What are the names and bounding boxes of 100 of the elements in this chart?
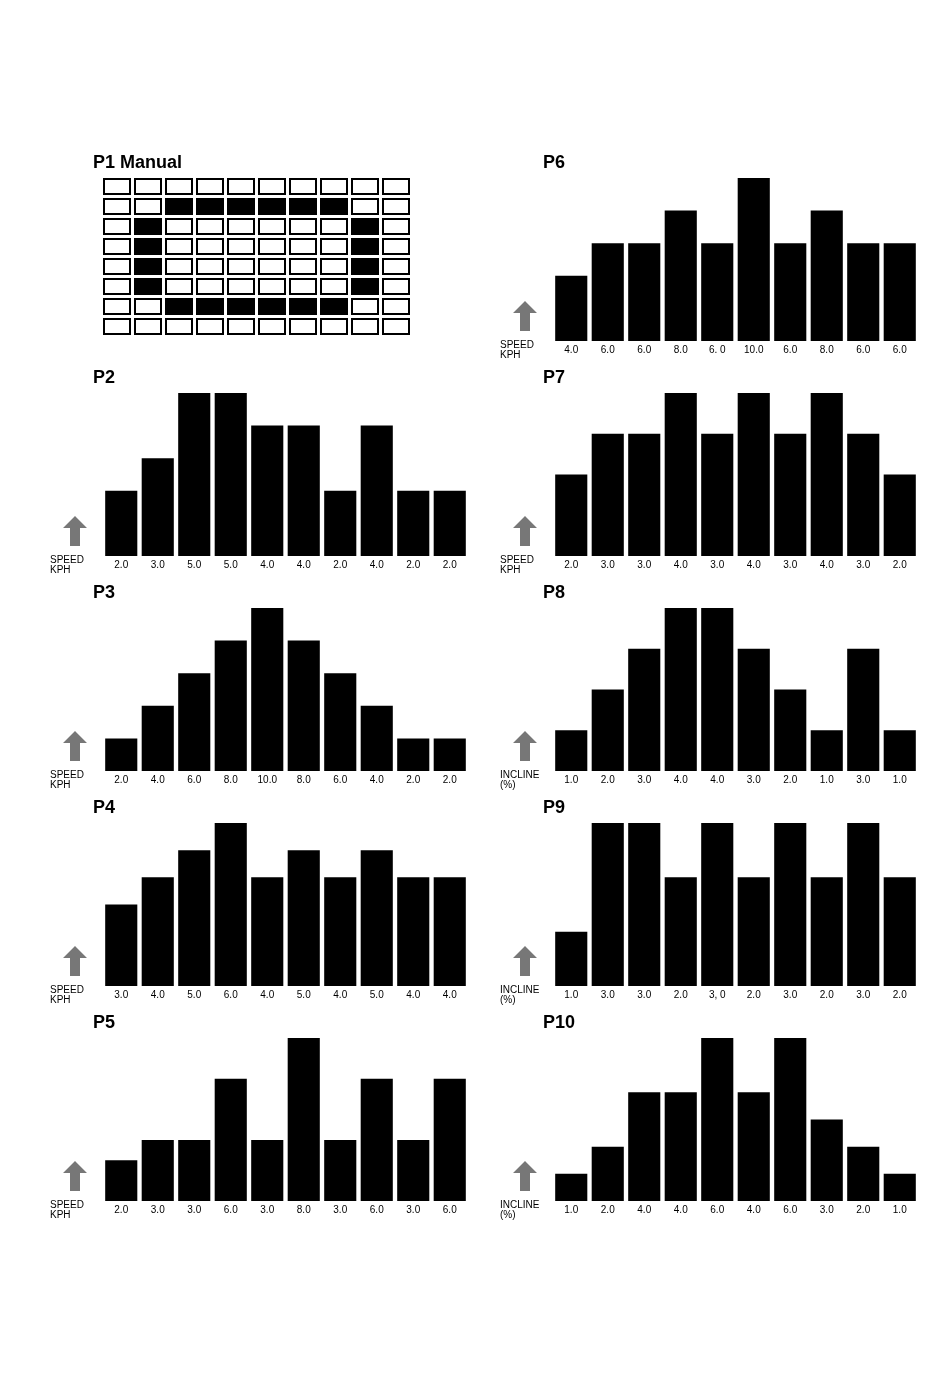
x-axis-title: INCLINE (%)	[500, 768, 543, 790]
data-label: 2.0	[114, 558, 129, 570]
data-label: 10.0	[257, 773, 278, 785]
data-label: 6.0	[892, 343, 908, 355]
data-label: 4.0	[819, 558, 835, 570]
data-label: 2.0	[856, 1203, 871, 1215]
x-axis-title: SPEED KPH	[50, 768, 87, 790]
data-label: 6.0	[637, 343, 652, 355]
bar	[178, 673, 211, 771]
data-label: 3.0	[710, 558, 725, 570]
bar	[251, 1139, 284, 1201]
bar	[810, 210, 843, 341]
bar	[737, 1092, 770, 1201]
data-label: 3.0	[746, 773, 762, 785]
data-label: 6.0	[710, 1203, 725, 1215]
bar	[628, 648, 661, 771]
data-label: 4.0	[673, 558, 689, 570]
bar	[105, 904, 138, 986]
data-label: 6.0	[187, 773, 202, 785]
bar	[214, 823, 247, 986]
bar	[141, 877, 174, 986]
data-label: 1.0	[892, 1203, 908, 1215]
data-label: 2.0	[114, 1203, 129, 1215]
bar	[214, 393, 247, 556]
bar	[105, 738, 138, 771]
data-label: 4.0	[564, 343, 579, 355]
bar	[591, 243, 624, 341]
data-label: 3.0	[600, 988, 616, 1000]
data-label: 3.0	[637, 558, 652, 570]
data-label: 2.0	[783, 773, 798, 785]
x-axis-title: INCLINE (%)	[500, 983, 543, 1005]
bar	[360, 850, 393, 986]
bar	[287, 425, 320, 556]
data-label: 1.0	[564, 1203, 579, 1215]
bar	[360, 705, 393, 771]
data-label: 2.0	[746, 988, 762, 1000]
data-label: 4.0	[746, 1203, 762, 1215]
chart-title: P7	[543, 367, 566, 387]
data-label: 3.0	[150, 558, 166, 570]
bar	[701, 608, 734, 771]
bar	[883, 1173, 916, 1201]
data-label: 2.0	[892, 988, 908, 1000]
data-label: 4.0	[710, 773, 725, 785]
chart-title: P3	[93, 582, 116, 602]
data-label: 3.0	[406, 1203, 421, 1215]
bar	[251, 877, 284, 986]
data-label: 3.0	[600, 558, 616, 570]
bar	[324, 877, 357, 986]
bar	[555, 1173, 588, 1201]
data-label: 3.0	[819, 1203, 835, 1215]
data-label: 3.0	[260, 1203, 275, 1215]
bar	[433, 877, 466, 986]
data-label: 4.0	[333, 988, 348, 1000]
bar	[178, 850, 211, 986]
data-label: 4.0	[150, 988, 166, 1000]
x-axis-title: SPEED KPH	[500, 553, 537, 575]
bar	[397, 738, 430, 771]
data-label: 8.0	[223, 773, 239, 785]
bar	[360, 1078, 393, 1201]
x-axis-title: INCLINE (%)	[500, 1198, 543, 1220]
bar	[105, 1160, 138, 1201]
data-label: 2.0	[600, 1203, 616, 1215]
data-label: 4.0	[406, 988, 421, 1000]
bar	[883, 730, 916, 771]
bar	[324, 1139, 357, 1201]
bar	[847, 648, 880, 771]
data-label: 4.0	[746, 558, 762, 570]
bar	[397, 1139, 430, 1201]
data-label: 6.0	[333, 773, 348, 785]
bar	[105, 490, 138, 556]
bar	[628, 243, 661, 341]
data-label: 6.0	[223, 1203, 239, 1215]
bar	[664, 1092, 697, 1201]
bar	[591, 1146, 624, 1201]
data-label: 6.0	[600, 343, 616, 355]
bar	[214, 1078, 247, 1201]
data-label: 8.0	[296, 1203, 312, 1215]
bar	[810, 1119, 843, 1201]
bar	[433, 1078, 466, 1201]
data-label: 3.0	[856, 773, 871, 785]
bar	[774, 243, 807, 341]
data-label: 3.0	[333, 1203, 348, 1215]
bar	[397, 490, 430, 556]
chart-title: P4	[93, 797, 116, 817]
data-label: 6.0	[783, 1203, 798, 1215]
data-label: 4.0	[296, 558, 312, 570]
data-label: 3, 0	[708, 988, 727, 1000]
data-label: 3.0	[150, 1203, 166, 1215]
data-label: 2.0	[673, 988, 689, 1000]
data-label: 4.0	[673, 773, 689, 785]
data-label: 3.0	[637, 988, 652, 1000]
data-label: 4.0	[442, 988, 458, 1000]
data-label: 3.0	[783, 558, 798, 570]
data-label: 6.0	[369, 1203, 385, 1215]
x-axis-title: SPEED KPH	[500, 338, 537, 360]
data-label: 6.0	[783, 343, 798, 355]
data-label: 6.0	[856, 343, 871, 355]
bar	[178, 1139, 211, 1201]
bar	[214, 640, 247, 771]
data-label: 4.0	[260, 558, 275, 570]
